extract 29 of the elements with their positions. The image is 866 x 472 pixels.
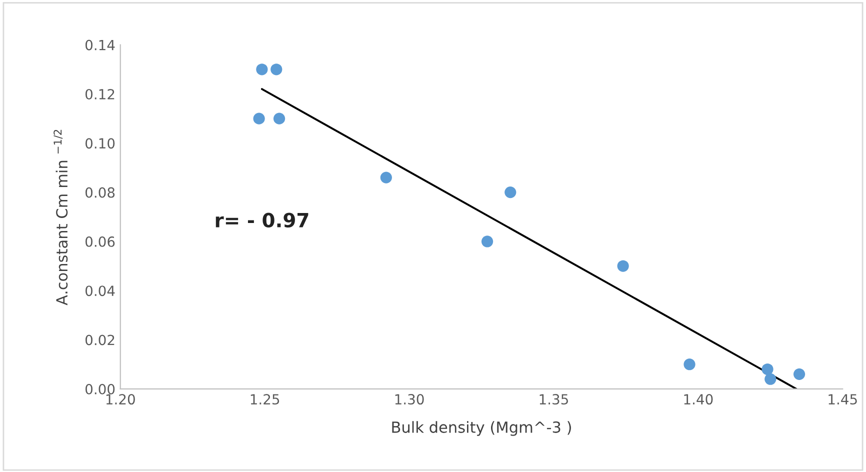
x-tick-label: 1.45 <box>828 394 857 405</box>
point <box>253 112 265 124</box>
point <box>273 112 286 124</box>
point <box>504 186 516 198</box>
x-tick-label: 1.30 <box>395 394 424 405</box>
x-tick-label: 1.20 <box>106 394 135 405</box>
point <box>481 236 494 248</box>
y-tick-label: 0.04 <box>86 286 115 296</box>
y-tick-label: 0.02 <box>86 334 114 346</box>
y-tick-label: 0.12 <box>86 88 114 100</box>
y-tick-label: 0.14 <box>86 40 115 50</box>
y-tick-label: 0.00 <box>86 384 115 394</box>
x-tick-label: 1.40 <box>684 394 713 405</box>
point <box>684 358 696 370</box>
point <box>793 368 806 380</box>
x-tick-label: 1.25 <box>250 394 280 405</box>
point <box>256 64 268 76</box>
y-tick-label: 0.06 <box>86 236 115 247</box>
point <box>270 64 282 76</box>
x-tick-label: 1.35 <box>540 394 568 405</box>
y-tick-label: 0.10 <box>86 138 115 149</box>
point <box>764 373 776 385</box>
y-tick-label: 0.08 <box>86 187 115 198</box>
point <box>380 172 392 184</box>
y-axis-title: A.constant Cm min $^{−1/2}$ <box>54 130 68 306</box>
point <box>617 260 629 272</box>
x-axis-title: Bulk density (Mgm^-3 ) <box>392 421 571 436</box>
annotation: r= - 0.97 <box>216 212 308 228</box>
point <box>762 363 774 376</box>
